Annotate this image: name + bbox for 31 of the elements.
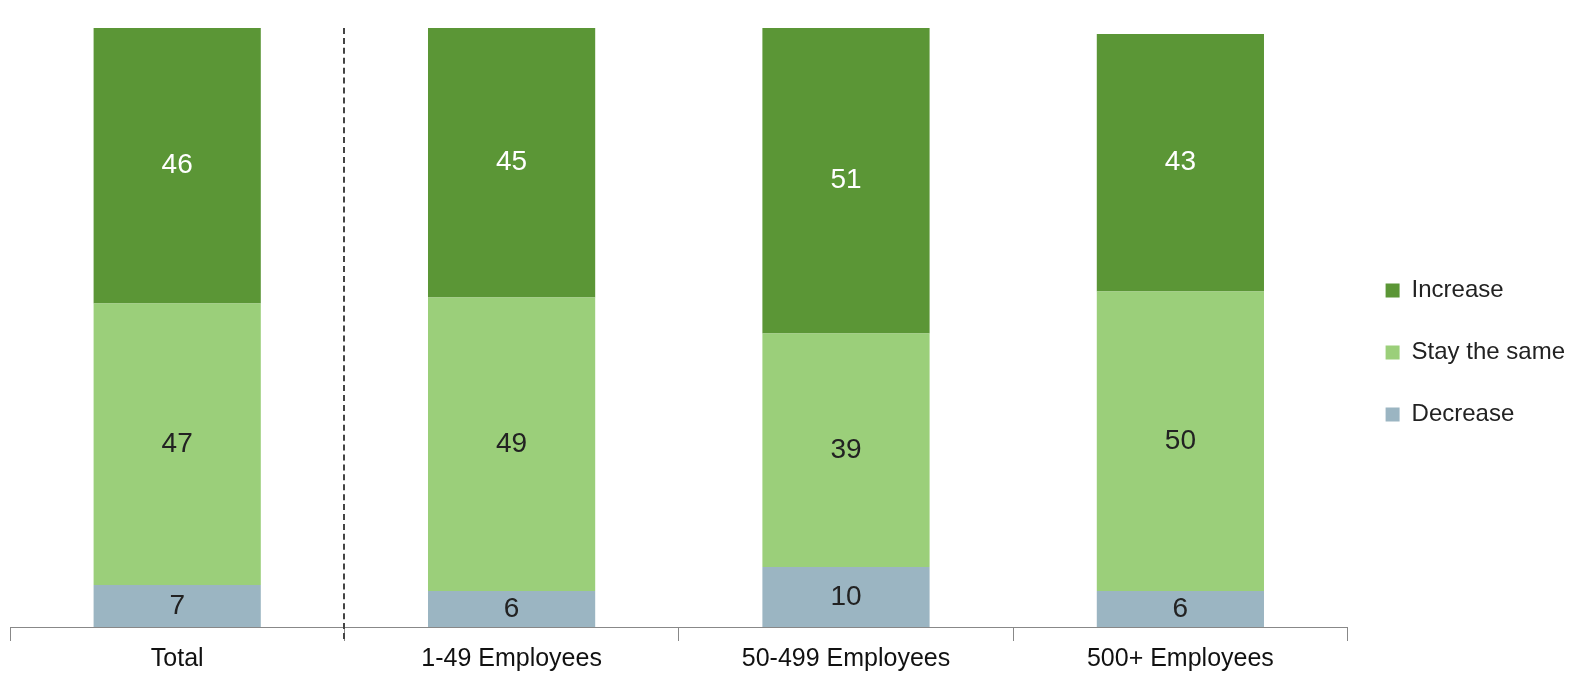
bar	[93, 28, 261, 304]
bar	[428, 28, 596, 298]
data-label: 10	[830, 579, 862, 611]
bar	[1096, 33, 1264, 292]
data-label: 50	[1164, 424, 1196, 456]
x-tick-label: Total	[150, 642, 204, 671]
legend-label: Increase	[1411, 275, 1504, 303]
x-tick-label: 1-49 Employees	[421, 642, 602, 671]
data-label: 43	[1164, 145, 1196, 177]
legend-label: Decrease	[1411, 399, 1515, 427]
data-label: 47	[161, 427, 193, 459]
data-label: 51	[830, 163, 862, 195]
bar	[762, 333, 930, 568]
bar	[93, 303, 261, 586]
bar	[93, 585, 261, 627]
legend-label: Stay the same	[1411, 337, 1566, 365]
bar	[1096, 591, 1264, 627]
x-tick-label: 500+ Employees	[1086, 642, 1274, 671]
bar	[762, 567, 930, 627]
bar	[428, 591, 596, 627]
x-tick-label: 50-499 Employees	[741, 642, 951, 671]
data-label: 39	[830, 433, 862, 465]
data-label: 6	[503, 591, 520, 623]
data-label: 6	[1172, 591, 1189, 623]
bar	[762, 28, 930, 334]
data-label: 7	[169, 588, 185, 620]
bar	[428, 297, 596, 592]
data-label: 45	[496, 145, 528, 177]
data-label: 49	[496, 427, 528, 459]
data-label: 46	[161, 148, 193, 180]
bar	[1096, 291, 1264, 592]
